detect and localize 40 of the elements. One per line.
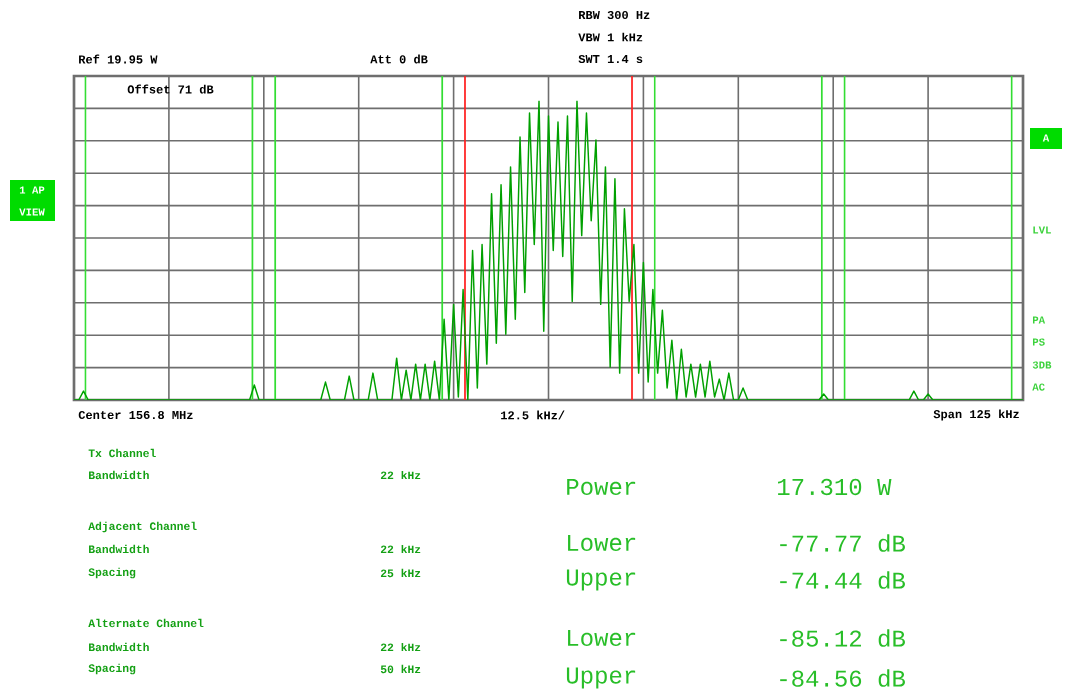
text: PA xyxy=(1032,316,1046,324)
text: Adjacent Channel xyxy=(88,521,197,533)
text: Tx Channel xyxy=(88,448,156,458)
text: RBW 300 Hz xyxy=(579,10,650,20)
text: 50 kHz xyxy=(380,664,421,674)
text: 17.310 W xyxy=(778,478,892,496)
text: Offset 71 dB xyxy=(127,84,214,94)
text: Alternate Channel xyxy=(88,618,204,628)
text: Bandwidth xyxy=(89,642,149,652)
text: VBW 1 kHz xyxy=(578,32,643,42)
text: -85.12 dB xyxy=(780,629,905,647)
text: Bandwidth xyxy=(89,470,149,480)
text: -74.44 dB xyxy=(780,571,905,589)
text: 25 kHz xyxy=(380,568,421,578)
text: PS xyxy=(1032,338,1045,346)
text: Spacing xyxy=(88,567,136,579)
text: -77.77 dB xyxy=(780,534,905,552)
text: 3DB xyxy=(1032,361,1052,369)
text: VIEW xyxy=(19,208,45,216)
text: Lower xyxy=(568,629,636,647)
text: Att 0 dB xyxy=(370,54,428,64)
text: Ref 19.95 W xyxy=(79,54,158,64)
text: Center 156.8 MHz xyxy=(78,410,193,420)
text: LVL xyxy=(1033,226,1051,234)
text: 22 kHz xyxy=(380,470,421,480)
text: A xyxy=(1042,134,1050,142)
text: Lower xyxy=(568,534,636,552)
text: -84.56 dB xyxy=(780,669,905,687)
text: 12.5 kHz/ xyxy=(501,410,565,420)
text: Upper xyxy=(566,667,636,689)
text: Spacing xyxy=(88,663,136,675)
text: 22 kHz xyxy=(380,544,421,554)
text: 1 AP xyxy=(19,186,45,194)
text: Bandwidth xyxy=(89,544,149,554)
text: Power xyxy=(567,478,636,496)
text: AC xyxy=(1032,383,1045,391)
text: Upper xyxy=(566,569,636,591)
text: 22 kHz xyxy=(380,642,421,652)
text: Span 125 kHz xyxy=(933,409,1019,421)
text: SWT 1.4 s xyxy=(578,54,643,64)
